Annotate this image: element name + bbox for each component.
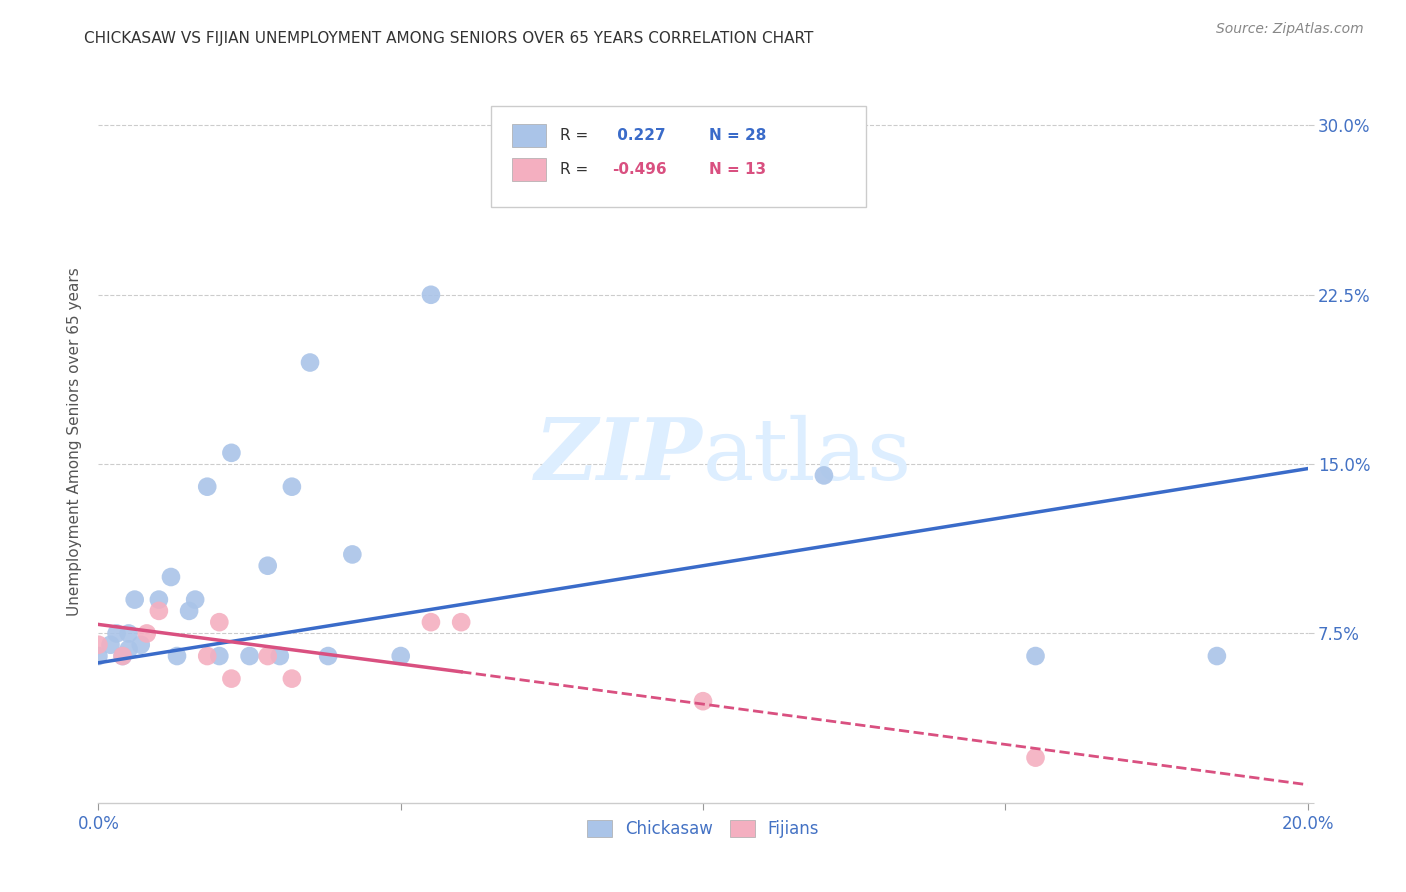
Point [269,648,291,663]
Point [118,642,141,657]
Point [195,648,218,663]
Point [221,446,243,460]
Point [316,648,339,663]
Point [208,615,231,630]
Point [87,648,110,663]
Point [135,626,157,640]
Point [100,638,122,652]
Y-axis label: Unemployment Among Seniors over 65 years: Unemployment Among Seniors over 65 years [66,268,82,615]
Point [208,648,231,663]
Point [87,638,110,652]
Point [160,570,183,584]
Point [1024,750,1046,764]
Point [105,626,128,640]
Point [389,648,412,663]
Point [129,638,152,652]
Text: R =: R = [561,128,589,144]
Point [1024,648,1046,663]
FancyBboxPatch shape [512,158,546,181]
FancyBboxPatch shape [512,124,546,147]
Text: atlas: atlas [703,415,912,498]
Text: -0.496: -0.496 [613,162,666,178]
Point [111,648,134,663]
Point [124,592,146,607]
Text: N = 28: N = 28 [709,128,766,144]
Text: N = 13: N = 13 [709,162,766,178]
Point [179,604,201,618]
Point [281,480,304,494]
Point [111,648,134,663]
FancyBboxPatch shape [492,105,866,207]
Point [420,615,443,630]
Point [692,694,714,708]
Point [148,592,170,607]
Point [184,592,207,607]
Point [256,648,278,663]
Text: Source: ZipAtlas.com: Source: ZipAtlas.com [1216,22,1364,37]
Point [195,480,218,494]
Point [221,672,243,686]
Point [118,626,141,640]
Point [420,287,443,301]
Text: R =: R = [561,162,589,178]
Text: CHICKASAW VS FIJIAN UNEMPLOYMENT AMONG SENIORS OVER 65 YEARS CORRELATION CHART: CHICKASAW VS FIJIAN UNEMPLOYMENT AMONG S… [84,31,814,46]
Point [1206,648,1229,663]
Point [239,648,262,663]
Legend: Chickasaw, Fijians: Chickasaw, Fijians [581,814,825,845]
Text: 0.227: 0.227 [613,128,666,144]
Point [299,355,322,369]
Point [256,558,278,573]
Point [450,615,472,630]
Point [148,604,170,618]
Point [813,468,835,483]
Point [166,648,188,663]
Point [281,672,304,686]
Point [342,548,364,562]
Text: ZIP: ZIP [536,414,703,498]
